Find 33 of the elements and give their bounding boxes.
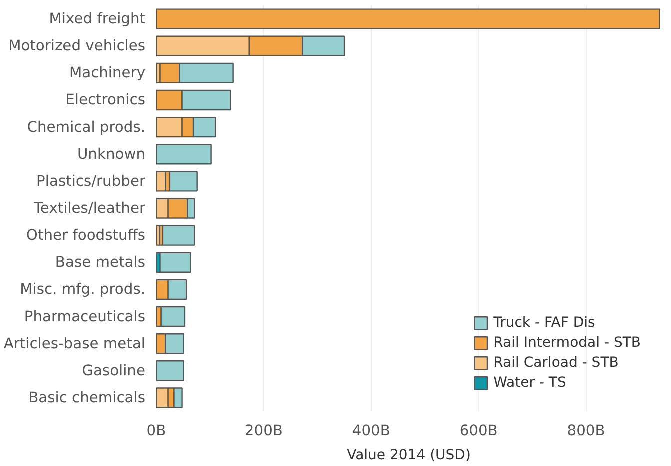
y-tick-label: Textiles/leather xyxy=(32,200,146,217)
y-tick-label: Machinery xyxy=(69,64,146,82)
legend-label: Rail Carload - STB xyxy=(494,355,619,371)
y-tick-label: Base metals xyxy=(55,254,146,272)
x-tick-label: 600B xyxy=(460,422,498,440)
legend-label: Water - TS xyxy=(494,375,566,391)
y-tick-label: Other foodstuffs xyxy=(26,227,146,244)
bar xyxy=(160,306,186,328)
legend-label: Rail Intermodal - STB xyxy=(494,335,641,351)
x-tick-label: 200B xyxy=(244,422,283,440)
y-tick-label: Chemical prods. xyxy=(27,118,146,136)
y-tick-label: Electronics xyxy=(66,92,146,109)
y-tick-label: Mixed freight xyxy=(49,10,146,28)
y-tick-label: Plastics/rubber xyxy=(36,172,146,190)
bar xyxy=(156,8,660,30)
y-tick-label: Unknown xyxy=(77,146,146,163)
bar xyxy=(156,171,166,192)
bar xyxy=(156,360,184,382)
bar xyxy=(169,171,198,192)
y-tick-label: Articles-base metal xyxy=(4,335,146,352)
bar xyxy=(162,225,196,246)
y-tick-label: Motorized vehicles xyxy=(8,38,146,55)
x-tick-label: 800B xyxy=(567,422,606,440)
x-tick-label: 400B xyxy=(352,422,390,440)
bar xyxy=(160,252,192,273)
y-tick-label: Pharmaceuticals xyxy=(24,308,146,326)
y-tick-label: Basic chemicals xyxy=(28,389,146,406)
bar xyxy=(156,144,212,165)
legend-label: Truck - FAF Dis xyxy=(494,315,596,331)
y-tick-label: Misc. mfg. prods. xyxy=(20,281,146,298)
x-tick-label: 0B xyxy=(146,422,166,440)
x-axis-title: Value 2014 (USD) xyxy=(347,448,471,464)
y-tick-label: Gasoline xyxy=(82,362,146,380)
